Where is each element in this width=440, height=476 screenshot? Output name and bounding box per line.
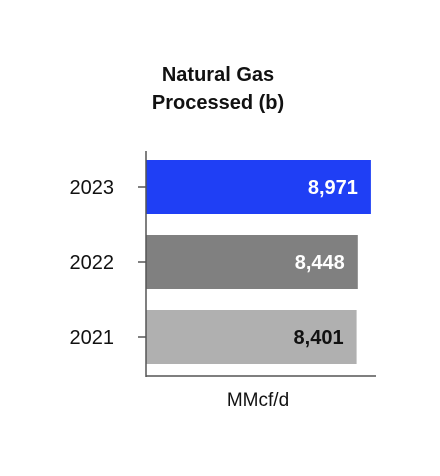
chart-title-line-2: Processed (b): [152, 92, 284, 114]
value-label-2022: 8,448: [295, 252, 345, 274]
category-label-2022: 2022: [70, 252, 115, 274]
category-label-2021: 2021: [70, 327, 115, 349]
chart-title-line-1: Natural Gas: [162, 64, 274, 86]
bar-2022: [146, 235, 358, 289]
value-label-2023: 8,971: [308, 177, 358, 199]
bar-2023: [146, 160, 371, 214]
chart-title: Natural Gas Processed (b): [152, 64, 284, 114]
bars-group: 2023 8,971 2022 8,448 2021 8,401: [70, 160, 371, 364]
category-label-2023: 2023: [70, 177, 115, 199]
x-axis-unit-label: MMcf/d: [227, 390, 289, 411]
value-label-2021: 8,401: [294, 327, 344, 349]
bar-2021: [146, 310, 357, 364]
